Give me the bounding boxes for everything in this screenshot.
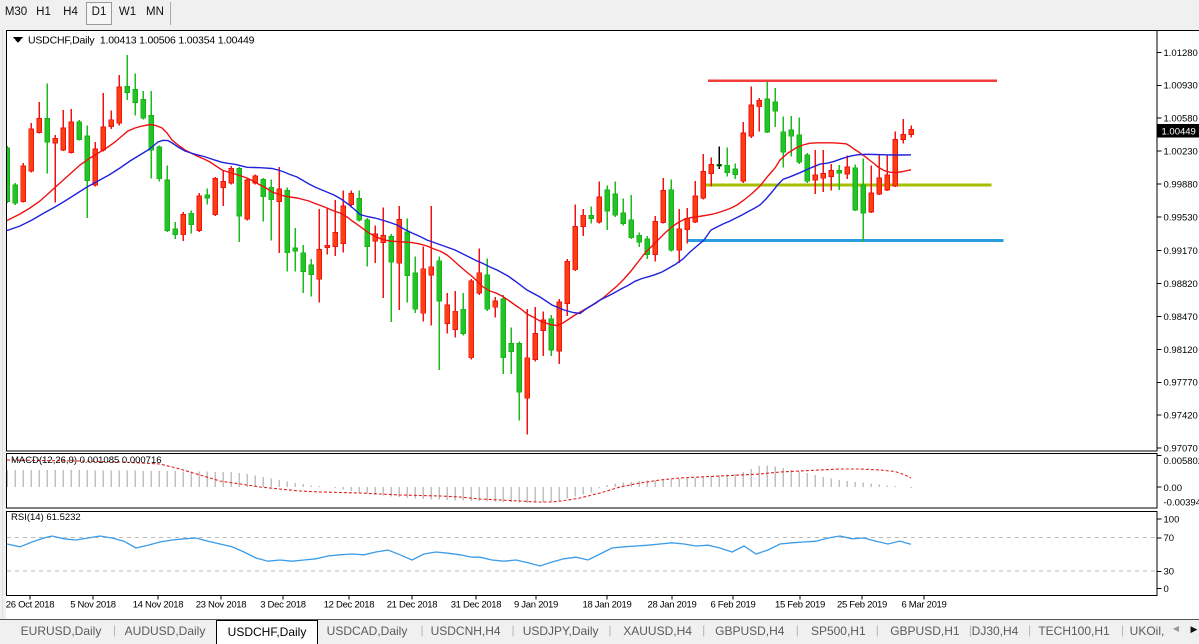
svg-text:1.00580: 1.00580 bbox=[1164, 114, 1198, 125]
svg-text:MACD(12,26,9) 0.001085 0.00071: MACD(12,26,9) 0.001085 0.000716 bbox=[11, 455, 162, 466]
svg-text:0.0058022: 0.0058022 bbox=[1164, 456, 1199, 467]
svg-text:100: 100 bbox=[1164, 514, 1180, 525]
svg-text:5 Nov 2018: 5 Nov 2018 bbox=[70, 600, 116, 611]
svg-text:0.97420: 0.97420 bbox=[1164, 411, 1198, 422]
svg-text:RSI(14) 61.5232: RSI(14) 61.5232 bbox=[11, 512, 81, 523]
svg-text:21 Dec 2018: 21 Dec 2018 bbox=[387, 600, 438, 611]
svg-text:6 Mar 2019: 6 Mar 2019 bbox=[901, 600, 946, 611]
svg-text:6 Feb 2019: 6 Feb 2019 bbox=[710, 600, 755, 611]
svg-text:0: 0 bbox=[1164, 584, 1169, 595]
svg-text:18 Jan 2019: 18 Jan 2019 bbox=[583, 600, 632, 611]
svg-text:9 Jan 2019: 9 Jan 2019 bbox=[514, 600, 558, 611]
svg-text:0.98470: 0.98470 bbox=[1164, 312, 1198, 323]
svg-text:25 Feb 2019: 25 Feb 2019 bbox=[837, 600, 887, 611]
svg-text:0.97070: 0.97070 bbox=[1164, 443, 1198, 454]
svg-text:0.99880: 0.99880 bbox=[1164, 179, 1198, 190]
svg-text:31 Dec 2018: 31 Dec 2018 bbox=[451, 600, 502, 611]
svg-text:0.97770: 0.97770 bbox=[1164, 378, 1198, 389]
svg-text:0.00: 0.00 bbox=[1164, 483, 1183, 494]
svg-text:15 Feb 2019: 15 Feb 2019 bbox=[775, 600, 825, 611]
svg-text:12 Dec 2018: 12 Dec 2018 bbox=[324, 600, 375, 611]
svg-text:0.99170: 0.99170 bbox=[1164, 246, 1198, 257]
svg-text:26 Oct 2018: 26 Oct 2018 bbox=[6, 600, 54, 611]
svg-text:70: 70 bbox=[1164, 533, 1175, 544]
svg-text:30: 30 bbox=[1164, 567, 1175, 578]
svg-text:23 Nov 2018: 23 Nov 2018 bbox=[196, 600, 247, 611]
svg-text:1.00230: 1.00230 bbox=[1164, 147, 1198, 158]
svg-text:USDCHF,Daily 1.00413 1.00506: USDCHF,Daily 1.00413 1.00506 1.00354 1.0… bbox=[28, 35, 255, 47]
svg-text:1.01280: 1.01280 bbox=[1164, 48, 1198, 59]
svg-text:0.99530: 0.99530 bbox=[1164, 212, 1198, 223]
svg-text:14 Nov 2018: 14 Nov 2018 bbox=[133, 600, 184, 611]
svg-text:3 Dec 2018: 3 Dec 2018 bbox=[260, 600, 306, 611]
svg-text:28 Jan 2019: 28 Jan 2019 bbox=[648, 600, 697, 611]
svg-text:1.00449: 1.00449 bbox=[1162, 126, 1196, 137]
svg-text:-0.0039456: -0.0039456 bbox=[1164, 497, 1199, 508]
svg-text:1.00930: 1.00930 bbox=[1164, 81, 1198, 92]
svg-text:0.98120: 0.98120 bbox=[1164, 345, 1198, 356]
svg-text:0.98820: 0.98820 bbox=[1164, 279, 1198, 290]
